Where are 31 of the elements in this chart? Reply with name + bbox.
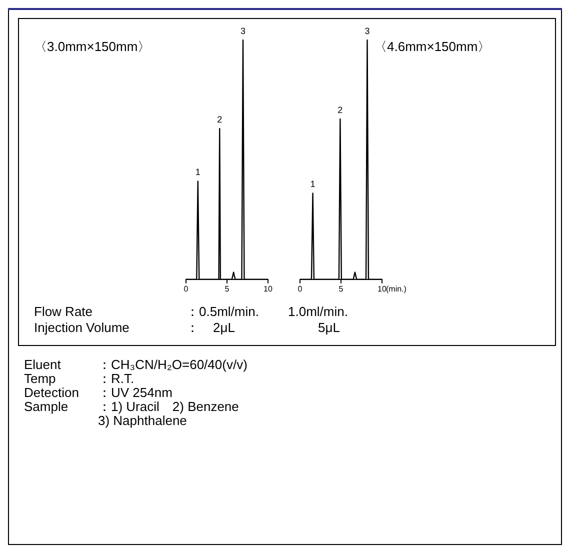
chart-title: 〈3.0mm×150mm〉: [34, 38, 151, 56]
annotation: 3: [240, 26, 246, 36]
text: Detection: [24, 385, 80, 400]
text: 〈4.6mm×150mm〉: [374, 38, 491, 56]
annotation: 1: [195, 167, 200, 178]
text: 1.0ml/min.: [288, 304, 348, 319]
text: ：R.T.: [98, 371, 134, 386]
text: Temp: [24, 371, 57, 386]
text: 3) Naphthalene: [98, 413, 187, 428]
annotation: 3: [364, 26, 370, 36]
text: ：1) Uracil 2) Benzene: [98, 399, 239, 414]
x-tick-label: 5: [338, 284, 344, 294]
text: 5μL: [318, 320, 340, 335]
x-tick-label: 0: [298, 284, 303, 294]
text: Flow Rate: [34, 304, 93, 319]
x-tick-label: 10: [264, 284, 273, 294]
x-tick-label: 0: [184, 284, 189, 294]
text: Eluent: [24, 357, 62, 372]
x-axis-title: (min.): [386, 284, 407, 294]
text: ：: [186, 320, 199, 335]
text: ：CH₃CN/H₂O=60/40(v/v): [98, 357, 248, 372]
annotation: 2: [217, 114, 222, 125]
text: ：UV 254nm: [98, 385, 172, 400]
text: 2μL: [213, 320, 235, 335]
text: ：0.5ml/min.: [186, 304, 259, 319]
x-tick-label: 5: [224, 284, 230, 294]
annotation: 1: [310, 179, 316, 190]
text: Injection Volume: [34, 320, 130, 335]
annotation: 2: [338, 104, 343, 115]
text: Sample: [24, 399, 70, 414]
x-tick-label: 10: [378, 284, 387, 294]
